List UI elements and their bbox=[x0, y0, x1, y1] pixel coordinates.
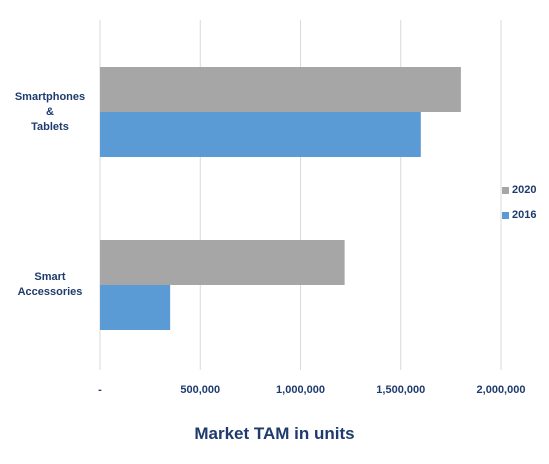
legend-swatch-2020 bbox=[502, 186, 509, 194]
x-axis-title: Market TAM in units bbox=[194, 424, 355, 443]
legend-swatch-2016 bbox=[502, 211, 509, 219]
legend-item-2020: 2020 bbox=[502, 184, 536, 196]
bar-2020-1 bbox=[100, 240, 345, 285]
category-label: Smartphones & Tablets bbox=[14, 90, 86, 133]
x-tick-label: 1,000,000 bbox=[276, 384, 325, 396]
category-label: Smart Accessories bbox=[17, 271, 83, 298]
x-tick-label: 2,000,000 bbox=[477, 384, 526, 396]
bar-2016-1 bbox=[100, 285, 171, 330]
legend-label-2016: 2016 bbox=[512, 209, 537, 221]
bar-2020-0 bbox=[100, 67, 461, 112]
x-tick-label: 500,000 bbox=[180, 384, 220, 396]
bar-2016-0 bbox=[100, 112, 421, 157]
x-tick-label: 1,500,000 bbox=[376, 384, 425, 396]
x-tick-labels: - 500,000 1,000,000 1,500,000 2,000,000 bbox=[98, 384, 525, 396]
legend-label-2020: 2020 bbox=[512, 184, 537, 196]
x-tick-label: - bbox=[98, 384, 102, 396]
legend-item-2016: 2016 bbox=[502, 209, 536, 221]
bars bbox=[100, 67, 461, 330]
